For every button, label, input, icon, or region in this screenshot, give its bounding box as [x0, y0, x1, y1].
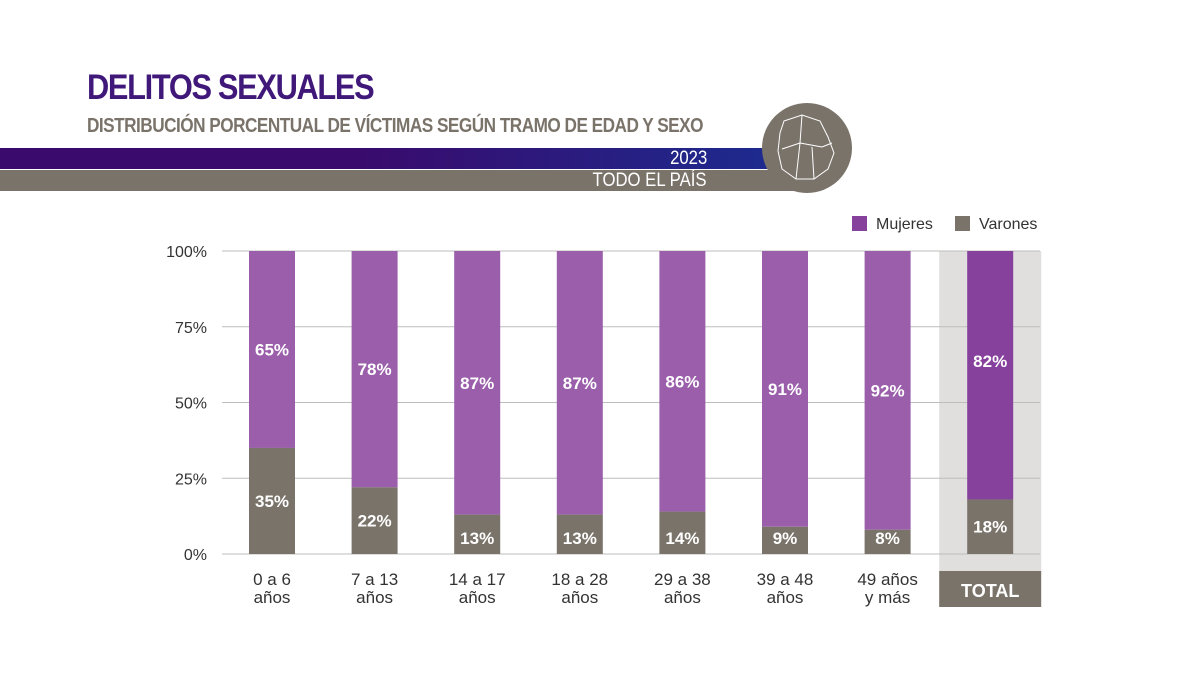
header-gray-band: [0, 170, 800, 191]
data-label-varones: 13%: [460, 529, 494, 548]
bar-varones: [967, 499, 1014, 554]
y-tick-label: 50%: [175, 396, 207, 413]
x-tick-label: años: [664, 588, 701, 607]
bar-mujeres: [556, 251, 603, 515]
bar-varones: [762, 526, 808, 554]
x-tick-label: años: [561, 588, 598, 607]
bar-varones: [556, 514, 603, 554]
chart-subtitle: DISTRIBUCIÓN PORCENTUAL DE VÍCTIMAS SEGÚ…: [87, 115, 703, 137]
x-tick-label: años: [459, 588, 496, 607]
x-tick-label: 29 a 38: [654, 570, 711, 589]
legend-label: Mujeres: [876, 216, 933, 233]
x-tick-label: años: [767, 588, 804, 607]
x-tick-label: 14 a 17: [449, 570, 506, 589]
y-tick-label: 25%: [175, 471, 207, 488]
data-label-varones: 22%: [358, 512, 392, 531]
region-label: TODO EL PAÍS: [593, 170, 707, 191]
bar-varones: [454, 514, 501, 554]
x-tick-label: 18 a 28: [551, 570, 608, 589]
data-label-varones: 18%: [973, 518, 1007, 537]
x-tick-label: 7 a 13: [351, 570, 398, 589]
header-purple-band: [0, 148, 775, 169]
x-tick-label: años: [356, 588, 393, 607]
data-label-varones: 8%: [875, 529, 900, 548]
year-label: 2023: [669, 148, 707, 169]
data-label-mujeres: 87%: [460, 374, 494, 393]
bar-varones: [659, 511, 706, 554]
data-label-mujeres: 91%: [768, 380, 802, 399]
bar-mujeres: [967, 251, 1014, 500]
y-tick-label: 0%: [184, 547, 207, 564]
legend-label: Varones: [979, 216, 1037, 233]
chart-title: DELITOS SEXUALES: [87, 68, 375, 107]
x-tick-label: años: [254, 588, 291, 607]
bar-mujeres: [659, 251, 706, 512]
data-label-mujeres: 86%: [665, 372, 699, 391]
total-label-box: [939, 571, 1042, 607]
data-label-varones: 9%: [773, 529, 798, 548]
data-label-mujeres: 65%: [255, 340, 289, 359]
legend-swatch: [955, 216, 970, 231]
data-label-varones: 13%: [563, 529, 597, 548]
y-tick-label: 75%: [175, 320, 207, 337]
bar-mujeres: [249, 251, 295, 448]
x-tick-label: 0 a 6: [253, 570, 291, 589]
x-tick-label: 39 a 48: [757, 570, 814, 589]
x-tick-label: y más: [865, 588, 910, 607]
bar-mujeres: [454, 251, 501, 515]
data-label-mujeres: 78%: [358, 360, 392, 379]
y-tick-label: 100%: [166, 244, 207, 261]
data-label-varones: 14%: [665, 529, 699, 548]
bar-mujeres: [864, 251, 911, 530]
data-label-mujeres: 82%: [973, 352, 1007, 371]
bar-mujeres: [351, 251, 398, 488]
bar-mujeres: [762, 251, 808, 527]
x-tick-label: TOTAL: [961, 581, 1019, 601]
data-label-varones: 35%: [255, 492, 289, 511]
bar-varones: [249, 447, 295, 554]
bar-varones: [351, 487, 398, 554]
uruguay-map-icon: [762, 103, 852, 193]
data-label-mujeres: 92%: [871, 381, 905, 400]
bar-varones: [864, 529, 911, 554]
x-tick-label: 49 años: [857, 570, 918, 589]
data-label-mujeres: 87%: [563, 374, 597, 393]
legend-swatch: [852, 216, 867, 231]
